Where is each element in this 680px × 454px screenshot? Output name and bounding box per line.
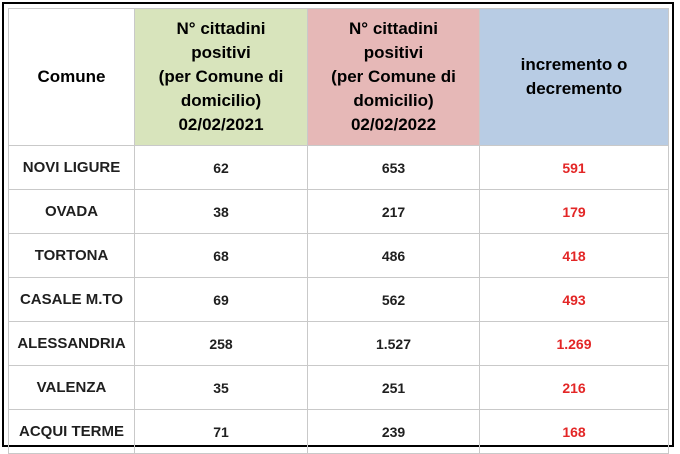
header-delta-line: decremento	[525, 79, 623, 98]
cell-delta: 493	[479, 277, 669, 322]
header-incremento: incremento o decremento	[479, 8, 669, 146]
cell-comune: ALESSANDRIA	[8, 321, 135, 366]
cell-comune: OVADA	[8, 189, 135, 234]
header-2021-line: (per Comune di	[158, 67, 284, 86]
cell-2021: 62	[134, 145, 308, 190]
cell-2021: 68	[134, 233, 308, 278]
cell-2021: 69	[134, 277, 308, 322]
header-2022-line: N° cittadini	[349, 19, 438, 38]
header-comune-label: Comune	[37, 67, 106, 86]
header-2021-line: N° cittadini	[176, 19, 266, 38]
cell-delta: 216	[479, 365, 669, 410]
cell-comune: VALENZA	[8, 365, 135, 410]
table-row: TORTONA 68 486 418	[8, 233, 669, 278]
header-2021-line: positivi	[191, 43, 251, 62]
cell-2022: 217	[307, 189, 480, 234]
cell-2021: 38	[134, 189, 308, 234]
cell-delta: 179	[479, 189, 669, 234]
table-row: ALESSANDRIA 258 1.527 1.269	[8, 321, 669, 366]
table-row: OVADA 38 217 179	[8, 189, 669, 234]
cell-delta: 418	[479, 233, 669, 278]
header-2022-line: positivi	[363, 43, 424, 62]
header-2022-date: 02/02/2022	[350, 115, 437, 134]
cell-2022: 653	[307, 145, 480, 190]
table-row: ACQUI TERME 71 239 168	[8, 409, 669, 454]
header-row: Comune N° cittadini positivi (per Comune…	[8, 8, 669, 146]
table-row: CASALE M.TO 69 562 493	[8, 277, 669, 322]
cell-comune: TORTONA	[8, 233, 135, 278]
cell-delta: 168	[479, 409, 669, 454]
header-2021-date: 02/02/2021	[178, 115, 264, 134]
header-positivi-2022: N° cittadini positivi (per Comune di dom…	[307, 8, 480, 146]
cell-2021: 71	[134, 409, 308, 454]
header-2022-line: domicilio)	[353, 91, 434, 110]
table-row: VALENZA 35 251 216	[8, 365, 669, 410]
header-comune: Comune	[8, 8, 135, 146]
cell-2022: 1.527	[307, 321, 480, 366]
cell-comune: NOVI LIGURE	[8, 145, 135, 190]
cell-2022: 486	[307, 233, 480, 278]
cell-delta: 1.269	[479, 321, 669, 366]
header-2021-line: domicilio)	[180, 91, 262, 110]
cell-comune: ACQUI TERME	[8, 409, 135, 454]
cell-2021: 35	[134, 365, 308, 410]
header-positivi-2021: N° cittadini positivi (per Comune di dom…	[134, 8, 308, 146]
cell-2022: 251	[307, 365, 480, 410]
table-row: NOVI LIGURE 62 653 591	[8, 145, 669, 190]
cell-2022: 562	[307, 277, 480, 322]
cell-comune: CASALE M.TO	[8, 277, 135, 322]
cell-delta: 591	[479, 145, 669, 190]
data-table: Comune N° cittadini positivi (per Comune…	[8, 8, 669, 454]
cell-2022: 239	[307, 409, 480, 454]
header-2022-line: (per Comune di	[331, 67, 456, 86]
cell-2021: 258	[134, 321, 308, 366]
header-delta-line: incremento o	[520, 55, 628, 74]
